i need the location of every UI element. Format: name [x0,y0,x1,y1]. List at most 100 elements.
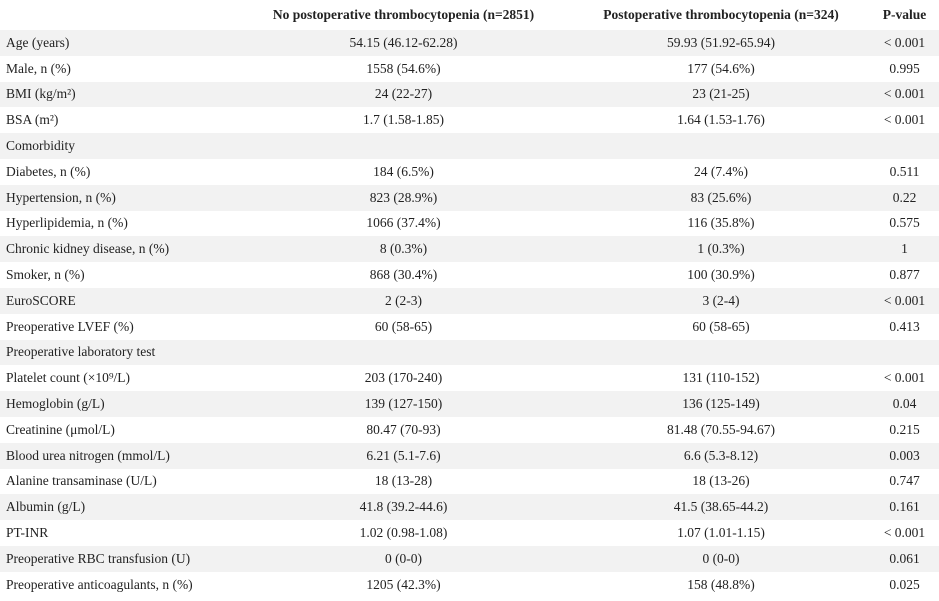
cell: 24 (7.4%) [694,163,748,179]
cell: 18 (13-26) [692,473,750,489]
data-row: Platelet count (×10⁹/L) 203 (170-240) 131 … [0,365,939,391]
cell: 1.07 (1.01-1.15) [677,525,765,541]
cell: 203 (170-240) [364,370,443,386]
header-row: No postoperative thrombocytopenia (n=285… [0,0,939,30]
cell: 0.22 [870,184,939,211]
data-row: Preoperative anticoagulants, n (%) 1205 (… [0,572,939,598]
table-body: Age (years) 54.15 (46.12-62.28) 59.93 (51.… [0,30,939,598]
data-row: Hemoglobin (g/L) 139 (127-150) 136 (125-14… [0,391,939,417]
row-label: Chronic kidney disease, n (%) [0,236,235,263]
cell: 100 (30.9%) [687,267,755,283]
data-row: Creatinine (μmol/L) 80.47 (70-93) 81.48 (7… [0,417,939,443]
cell: 0.025 [889,576,920,592]
cell: 18 (13-28) [374,473,433,489]
cell: < 0.001 [883,112,926,128]
cell: 80.47 (70-93) [366,421,441,437]
cell: 0.877 [889,267,920,283]
header-cell: Postoperative thrombocytopenia (n=324) [603,7,839,22]
cell: 3 (2-4) [572,287,870,314]
cell: 1.02 (0.98-1.08) [359,525,448,541]
cell: 0.04 [870,391,939,417]
data-row: Blood urea nitrogen (mmol/L) 6.21 (5.1-7.… [0,442,939,469]
row-label: Hyperlipidemia, n (%) [6,215,128,231]
section-row: Comorbidity [0,133,939,159]
cell: 823 (28.9%) [235,184,572,211]
cell: 868 (30.4%) [369,267,438,283]
data-row: BMI (kg/m²) 24 (22-27) 23 (21-25) < 0.001 [0,81,939,108]
cell: 0.413 [889,318,920,334]
cell: 177 (54.6%) [687,60,755,76]
cell: 158 (48.8%) [687,576,755,592]
cell: 139 (127-150) [235,391,572,417]
row-label: Age (years) [0,30,235,56]
cell: 0.003 [870,442,939,469]
data-row: Smoker, n (%) 868 (30.4%) 100 (30.9%) 0.877 [0,262,939,288]
cell: 59.93 (51.92-65.94) [572,30,870,56]
cell: 6.21 (5.1-7.6) [235,442,572,469]
cell: 54.15 (46.12-62.28) [235,30,572,56]
cell: 0.161 [870,494,939,521]
data-row: Preoperative LVEF (%) 60 (58-65) 60 (58-65… [0,314,939,340]
section-row: Preoperative laboratory test [0,339,939,366]
cell: < 0.001 [883,525,926,541]
cell: 1 [870,236,939,263]
header-cell: No postoperative thrombocytopenia (n=285… [272,7,535,22]
row-label: BMI (kg/m²) [0,81,235,108]
row-label: EuroSCORE [0,287,235,314]
header-cell [0,0,235,30]
data-row: Chronic kidney disease, n (%) 8 (0.3%) 1 (… [0,236,939,263]
cell: 83 (25.6%) [572,184,870,211]
cell: 1.64 (1.53-1.76) [677,112,765,128]
row-label: Preoperative anticoagulants, n (%) [6,576,193,592]
cell: 23 (21-25) [572,81,870,108]
row-label: Hemoglobin (g/L) [0,391,235,417]
cell: 6.6 (5.3-8.12) [572,442,870,469]
row-label: Alanine transaminase (U/L) [6,473,157,489]
data-row: Hypertension, n (%) 823 (28.9%) 83 (25.6%)… [0,184,939,211]
row-label: Comorbidity [0,133,939,159]
header-cell: P-value [882,7,927,22]
row-label: PT-INR [6,525,49,541]
row-label: Preoperative RBC transfusion (U) [0,545,235,572]
data-row: Alanine transaminase (U/L) 18 (13-28) 18 (… [0,469,939,495]
row-label: Diabetes, n (%) [6,163,91,179]
row-label: Preoperative laboratory test [0,339,939,366]
row-label: BSA (m²) [6,112,59,128]
cell: < 0.001 [870,287,939,314]
row-label: Creatinine (μmol/L) [6,421,115,437]
cell: 116 (35.8%) [687,215,755,231]
cell: 41.5 (38.65-44.2) [572,494,870,521]
cell: 0.511 [889,163,920,179]
data-row: EuroSCORE 2 (2-3) 3 (2-4) < 0.001 [0,287,939,314]
data-row: Age (years) 54.15 (46.12-62.28) 59.93 (51.… [0,30,939,56]
data-row: Preoperative RBC transfusion (U) 0 (0-0) 0… [0,545,939,572]
cell: 184 (6.5%) [373,163,434,179]
data-row: Albumin (g/L) 41.8 (39.2-44.6) 41.5 (38.65… [0,494,939,521]
data-row: Male, n (%) 1558 (54.6%) 177 (54.6%) 0.995 [0,56,939,82]
data-row: Hyperlipidemia, n (%) 1066 (37.4%) 116 (35… [0,211,939,237]
cell: 1558 (54.6%) [366,60,441,76]
row-label: Hypertension, n (%) [0,184,235,211]
row-label: Male, n (%) [6,60,71,76]
cell: 0 (0-0) [235,545,572,572]
cell: 1.7 (1.58-1.85) [363,112,444,128]
data-row: Diabetes, n (%) 184 (6.5%) 24 (7.4%) 0.511 [0,159,939,185]
cell: 131 (110-152) [682,370,760,386]
cell: 60 (58-65) [692,318,750,334]
cell: < 0.001 [883,370,926,386]
row-label: Preoperative LVEF (%) [6,318,134,334]
row-label: Blood urea nitrogen (mmol/L) [0,442,235,469]
cell: 1205 (42.3%) [366,576,441,592]
cell: < 0.001 [870,81,939,108]
row-label: Albumin (g/L) [0,494,235,521]
cell: 24 (22-27) [235,81,572,108]
cell: 1066 (37.4%) [366,215,441,231]
cell: 0.575 [889,215,920,231]
data-row: PT-INR 1.02 (0.98-1.08) 1.07 (1.01-1.15) < … [0,520,939,546]
cell: 1 (0.3%) [572,236,870,263]
row-label: Smoker, n (%) [6,267,85,283]
cell: 0.747 [889,473,920,489]
cell: 81.48 (70.55-94.67) [667,421,775,437]
cell: 136 (125-149) [572,391,870,417]
